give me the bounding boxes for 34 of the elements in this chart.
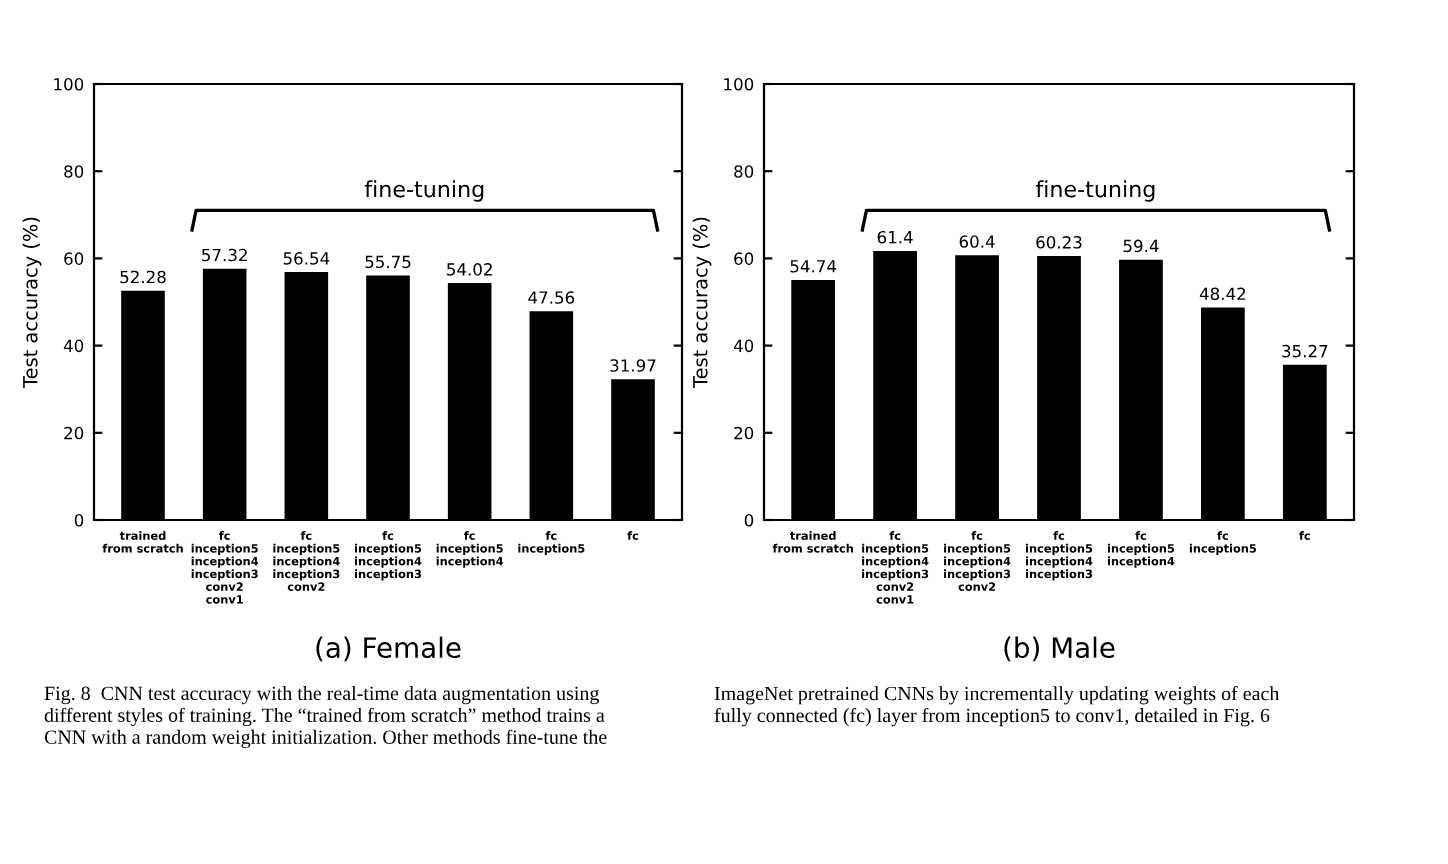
y-tick-label: 60 <box>64 252 84 265</box>
y-tick-label: 0 <box>74 513 84 527</box>
data-label: 60.4 <box>959 235 995 248</box>
caption: Fig. 8 CNN test accuracy with the real-time data augmentation using different styles of training. The “trained from scratch” method trains a CNN with a random weight initialization. Other methods fine-tune the <box>44 686 607 749</box>
text: (a) Female <box>316 636 461 662</box>
data-label: 52.28 <box>120 270 166 284</box>
data-label: 56.54 <box>283 252 330 265</box>
y-tick-label: 40 <box>733 339 754 353</box>
text: (b) Male <box>1004 636 1115 662</box>
data-label: 57.32 <box>202 248 247 262</box>
data-label: 35.27 <box>1282 344 1328 358</box>
y-tick-label: 100 <box>54 77 84 91</box>
y-axis-title: Test accuracy (%) <box>22 217 42 389</box>
data-label: 48.42 <box>1199 287 1246 301</box>
y-tick-label: 20 <box>64 426 84 440</box>
data-label: 54.74 <box>790 260 837 273</box>
data-label: 59.4 <box>1123 239 1159 253</box>
y-tick-label: 0 <box>744 513 754 527</box>
annotation: fine-tuning <box>364 180 484 202</box>
y-tick-label: 100 <box>724 77 754 91</box>
y-axis-title: Test accuracy (%) <box>692 217 712 389</box>
y-tick-label: 80 <box>64 165 84 178</box>
data-label: 61.4 <box>877 230 913 244</box>
y-tick-label: 60 <box>734 252 754 265</box>
data-label: 55.75 <box>365 255 411 269</box>
y-tick-label: 80 <box>734 165 754 178</box>
data-label: 31.97 <box>610 359 656 372</box>
y-tick-label: 20 <box>734 426 754 440</box>
data-label: 47.56 <box>528 291 575 304</box>
annotation: fine-tuning <box>1035 180 1155 202</box>
y-tick-label: 40 <box>63 339 84 353</box>
data-label: 54.02 <box>447 263 492 276</box>
data-label: 60.23 <box>1036 236 1082 249</box>
text: ImageNet pretrained CNNs by incrementally updating weights of each fully connected (fc) layer from inception5 to conv1, detailed in Fig. 6 <box>714 686 1280 727</box>
